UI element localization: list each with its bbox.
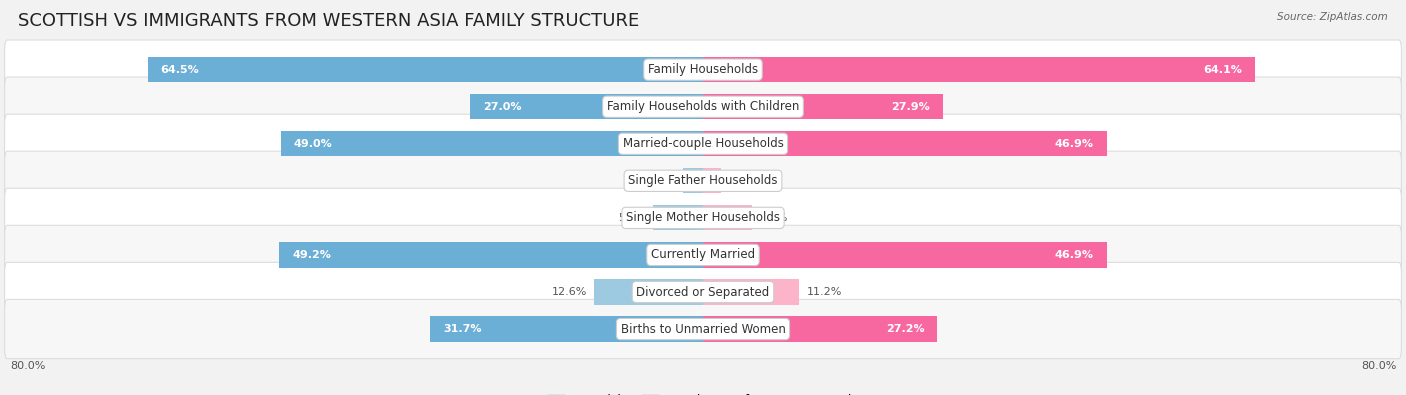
FancyBboxPatch shape (4, 188, 1402, 248)
Text: Divorced or Separated: Divorced or Separated (637, 286, 769, 299)
Bar (703, 168, 721, 194)
Text: 49.0%: 49.0% (294, 139, 333, 149)
Bar (703, 131, 1107, 156)
Bar (148, 57, 703, 82)
Text: 12.6%: 12.6% (553, 287, 588, 297)
Bar (703, 57, 1256, 82)
Bar (281, 131, 703, 156)
Bar (703, 279, 800, 305)
Bar (430, 316, 703, 342)
Text: Single Mother Households: Single Mother Households (626, 211, 780, 224)
Text: 49.2%: 49.2% (292, 250, 330, 260)
FancyBboxPatch shape (4, 114, 1402, 173)
Text: Family Households: Family Households (648, 63, 758, 76)
Text: Family Households with Children: Family Households with Children (607, 100, 799, 113)
Bar (652, 205, 703, 231)
Text: 80.0%: 80.0% (1361, 361, 1396, 371)
Text: Source: ZipAtlas.com: Source: ZipAtlas.com (1277, 12, 1388, 22)
Text: 2.3%: 2.3% (648, 176, 676, 186)
Bar (703, 205, 752, 231)
Text: 46.9%: 46.9% (1054, 139, 1094, 149)
Text: SCOTTISH VS IMMIGRANTS FROM WESTERN ASIA FAMILY STRUCTURE: SCOTTISH VS IMMIGRANTS FROM WESTERN ASIA… (18, 12, 640, 30)
FancyBboxPatch shape (4, 77, 1402, 136)
Text: Married-couple Households: Married-couple Households (623, 137, 783, 150)
Text: 64.1%: 64.1% (1204, 65, 1241, 75)
Text: 11.2%: 11.2% (807, 287, 842, 297)
FancyBboxPatch shape (4, 151, 1402, 211)
FancyBboxPatch shape (4, 225, 1402, 284)
Bar (595, 279, 703, 305)
Text: Currently Married: Currently Married (651, 248, 755, 261)
FancyBboxPatch shape (4, 40, 1402, 99)
Text: 5.8%: 5.8% (617, 213, 647, 223)
Text: 27.2%: 27.2% (886, 324, 924, 334)
Text: 27.0%: 27.0% (484, 102, 522, 112)
Bar (280, 243, 703, 267)
Text: 27.9%: 27.9% (891, 102, 931, 112)
Text: 31.7%: 31.7% (443, 324, 481, 334)
Text: 2.1%: 2.1% (728, 176, 756, 186)
Bar (471, 94, 703, 119)
Bar (703, 243, 1107, 267)
Bar (703, 94, 943, 119)
Bar (683, 168, 703, 194)
Legend: Scottish, Immigrants from Western Asia: Scottish, Immigrants from Western Asia (547, 394, 859, 395)
Text: Single Father Households: Single Father Households (628, 174, 778, 187)
Text: 80.0%: 80.0% (10, 361, 45, 371)
Text: 46.9%: 46.9% (1054, 250, 1094, 260)
Text: Births to Unmarried Women: Births to Unmarried Women (620, 323, 786, 336)
Bar (703, 316, 938, 342)
FancyBboxPatch shape (4, 299, 1402, 359)
FancyBboxPatch shape (4, 262, 1402, 322)
Text: 5.7%: 5.7% (759, 213, 787, 223)
Text: 64.5%: 64.5% (160, 65, 200, 75)
